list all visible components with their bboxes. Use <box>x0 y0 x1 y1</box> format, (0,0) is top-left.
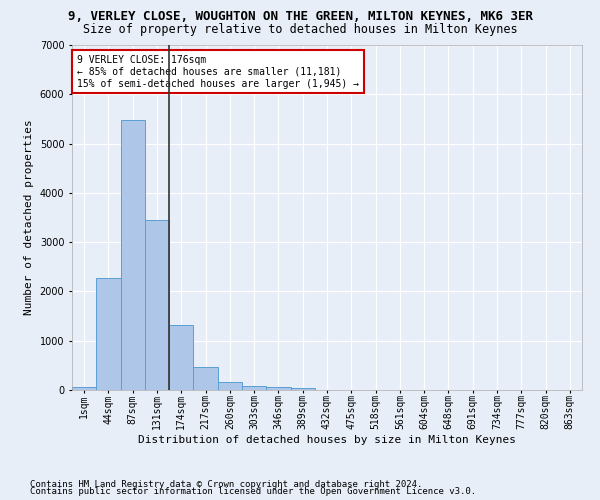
Bar <box>266 386 290 390</box>
Text: Contains HM Land Registry data © Crown copyright and database right 2024.: Contains HM Land Registry data © Crown c… <box>30 480 422 489</box>
X-axis label: Distribution of detached houses by size in Milton Keynes: Distribution of detached houses by size … <box>138 435 516 445</box>
Bar <box>169 326 193 390</box>
Bar <box>290 388 315 390</box>
Bar <box>218 382 242 390</box>
Bar <box>121 120 145 390</box>
Text: 9, VERLEY CLOSE, WOUGHTON ON THE GREEN, MILTON KEYNES, MK6 3ER: 9, VERLEY CLOSE, WOUGHTON ON THE GREEN, … <box>67 10 533 23</box>
Text: 9 VERLEY CLOSE: 176sqm
← 85% of detached houses are smaller (11,181)
15% of semi: 9 VERLEY CLOSE: 176sqm ← 85% of detached… <box>77 56 359 88</box>
Bar <box>193 367 218 390</box>
Text: Size of property relative to detached houses in Milton Keynes: Size of property relative to detached ho… <box>83 22 517 36</box>
Bar <box>96 278 121 390</box>
Bar <box>242 386 266 390</box>
Bar <box>145 220 169 390</box>
Y-axis label: Number of detached properties: Number of detached properties <box>24 120 34 316</box>
Text: Contains public sector information licensed under the Open Government Licence v3: Contains public sector information licen… <box>30 487 476 496</box>
Bar <box>72 386 96 390</box>
